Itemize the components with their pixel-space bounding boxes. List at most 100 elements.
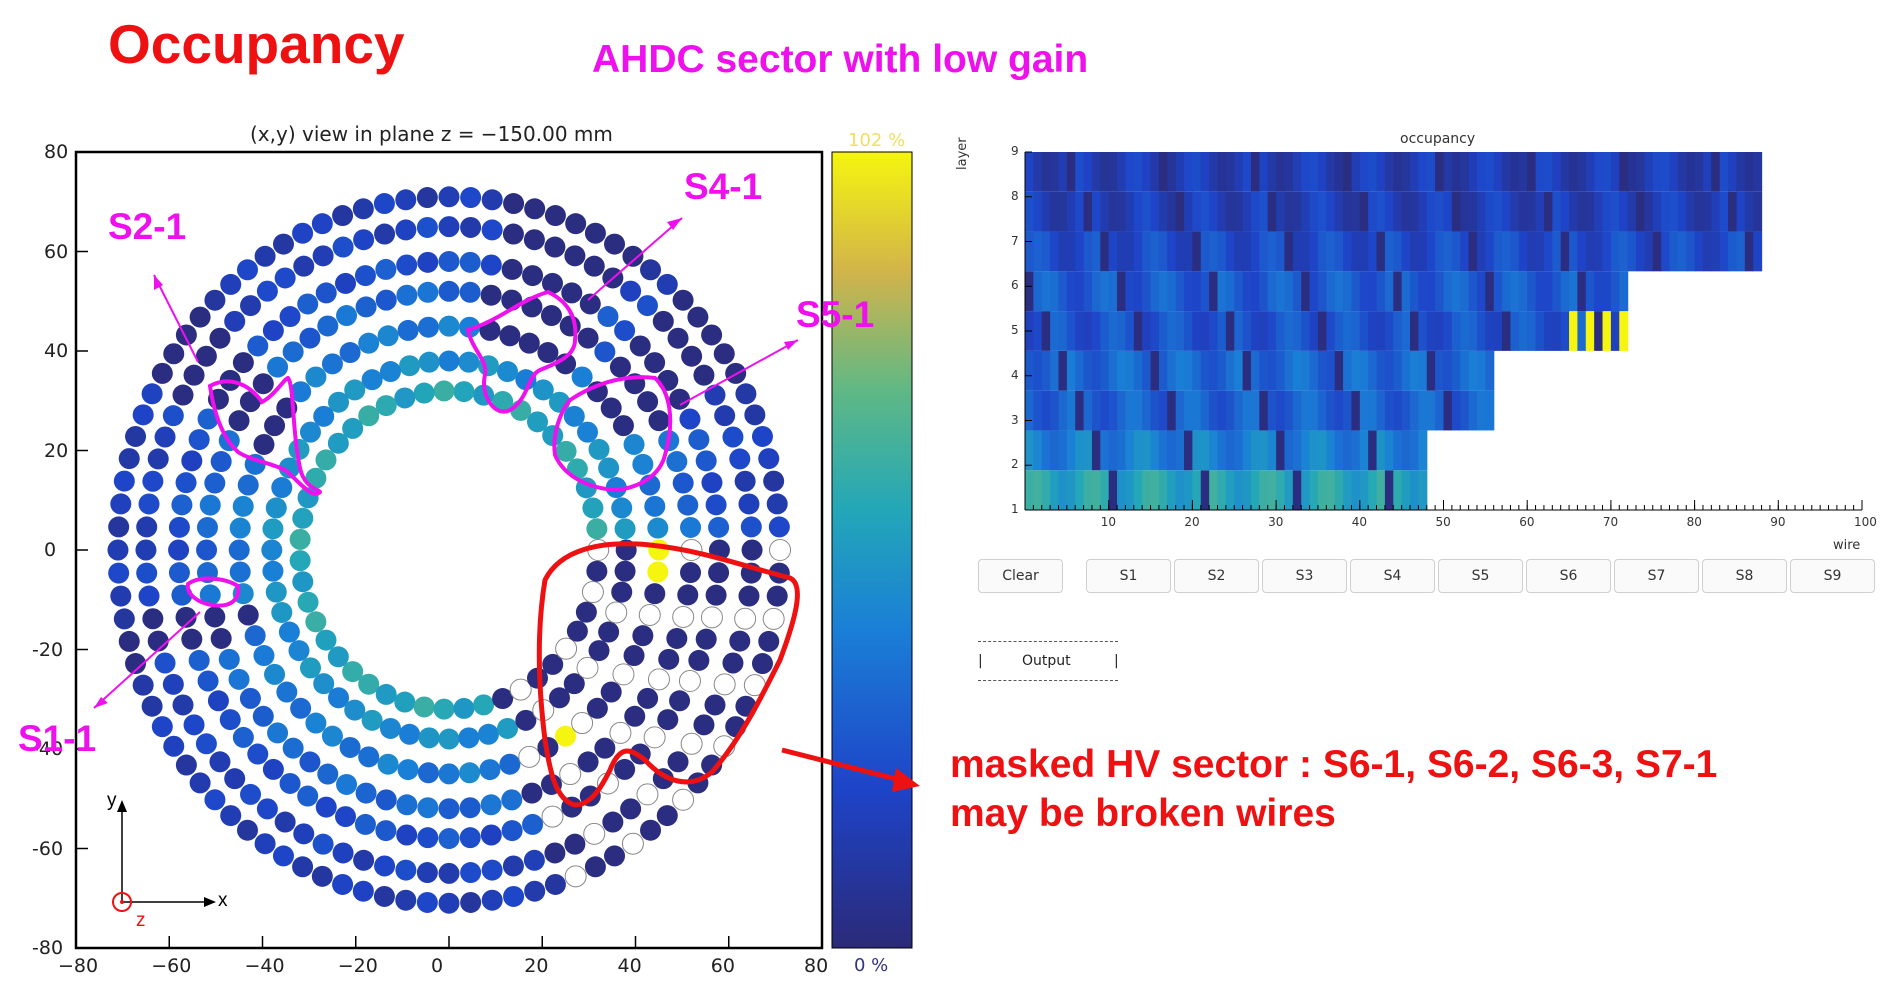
wire-point (232, 495, 254, 517)
s1-button[interactable]: S1 (1086, 559, 1171, 593)
wire-point (262, 758, 284, 780)
wire-point (342, 661, 364, 683)
heatmap-cell (1133, 350, 1143, 391)
heatmap-cell (1552, 271, 1562, 312)
s9-button[interactable]: S9 (1790, 559, 1875, 593)
heatmap-cell (1117, 152, 1127, 192)
wire-point (672, 788, 695, 811)
wire-point (224, 310, 246, 332)
wire-point (597, 306, 619, 328)
heatmap-cell (1091, 430, 1101, 471)
sector-arrows (93, 217, 799, 709)
s4-button[interactable]: S4 (1350, 559, 1435, 593)
s2-button[interactable]: S2 (1174, 559, 1259, 593)
wire-point (151, 716, 173, 738)
heatmap-cell (1100, 350, 1110, 391)
heatmap-cell (1476, 271, 1486, 312)
heatmap-cell (1368, 470, 1378, 510)
heatmap-cell (1200, 470, 1210, 510)
wire-point (189, 772, 211, 794)
wire-point (254, 245, 276, 267)
heatmap-cell (1209, 231, 1219, 272)
heatmap-cell (1083, 231, 1093, 272)
heatmap-cell (1192, 231, 1202, 272)
heatmap-cell (1317, 430, 1327, 471)
wire-point (394, 387, 416, 409)
wire-point (598, 457, 620, 479)
heatmap-cell (1100, 271, 1110, 312)
heatmap-cell (1527, 271, 1537, 312)
wire-point (358, 746, 380, 768)
heatmap-cell (1435, 231, 1445, 272)
wire-point (417, 797, 439, 819)
wire-point (220, 805, 242, 827)
heatmap-cell (1276, 152, 1286, 192)
output-button[interactable]: | Output | (978, 641, 1119, 681)
clear-button[interactable]: Clear (978, 559, 1063, 593)
wire-point (701, 472, 723, 494)
x-tick-label: 80 (804, 955, 829, 977)
wire-point (232, 726, 254, 748)
wire-point (354, 813, 376, 835)
heatmap-cell (1292, 470, 1302, 510)
wire-point (336, 773, 358, 795)
wire-point (614, 518, 636, 540)
wire-point (395, 889, 417, 911)
heatmap-cell (1125, 390, 1135, 431)
heatmap-cell (1142, 152, 1152, 192)
wire-point (704, 384, 726, 406)
s6-button[interactable]: S6 (1526, 559, 1611, 593)
heatmap-cell (1309, 390, 1319, 431)
heatmap-cell (1343, 271, 1353, 312)
wire-point (594, 737, 616, 759)
wire-point (588, 640, 610, 662)
wire-point (704, 694, 726, 716)
heatmap-cell (1493, 231, 1503, 272)
wire-point (299, 751, 321, 773)
heatmap-cell (1677, 191, 1687, 232)
s5-button[interactable]: S5 (1438, 559, 1523, 593)
heatmap-cell (1577, 231, 1587, 272)
wire-point (524, 880, 546, 902)
wire-point (125, 653, 147, 675)
wire-point (355, 296, 377, 318)
heatmap-cell (1175, 390, 1185, 431)
heatmap-cell (1410, 191, 1419, 232)
s7-button[interactable]: S7 (1614, 559, 1699, 593)
wire-point (586, 697, 608, 719)
heatmap-cell (1292, 350, 1302, 391)
wire-point (509, 678, 532, 701)
heatmap-cell (1250, 350, 1260, 391)
wire-point (232, 352, 254, 374)
wire-point (586, 560, 608, 582)
heatmap-cell (1451, 350, 1461, 391)
heatmap-cell (1426, 390, 1436, 431)
wire-point (612, 663, 635, 686)
heatmap-cell (1100, 311, 1110, 351)
wire-tick-label: 80 (1686, 515, 1702, 529)
wire-point (499, 753, 521, 775)
s8-button[interactable]: S8 (1702, 559, 1787, 593)
heatmap-cell (1259, 311, 1269, 351)
wire-point (264, 663, 286, 685)
heatmap-cell (1577, 152, 1587, 192)
wire-point (563, 673, 585, 695)
heatmap-cell (1393, 390, 1403, 431)
wire-point (358, 673, 380, 695)
wire-tick-label: 70 (1602, 515, 1619, 529)
wire-point (667, 751, 689, 773)
s3-button[interactable]: S3 (1262, 559, 1347, 593)
wire-point (353, 229, 375, 251)
heatmap-cell (1050, 231, 1060, 272)
sector-label-s1-1: S1-1 (18, 718, 97, 759)
heatmap-cell (1075, 231, 1085, 272)
heatmap-cell (1535, 231, 1545, 272)
wire-point (312, 245, 334, 267)
heatmap-cell (1117, 271, 1127, 312)
occupancy-xlabel: wire (1833, 538, 1861, 553)
heatmap-cell (1250, 430, 1260, 471)
heatmap-cell (1225, 350, 1235, 391)
wire-point (172, 384, 194, 406)
wire-point (762, 607, 785, 630)
heatmap-cell (1527, 311, 1537, 351)
